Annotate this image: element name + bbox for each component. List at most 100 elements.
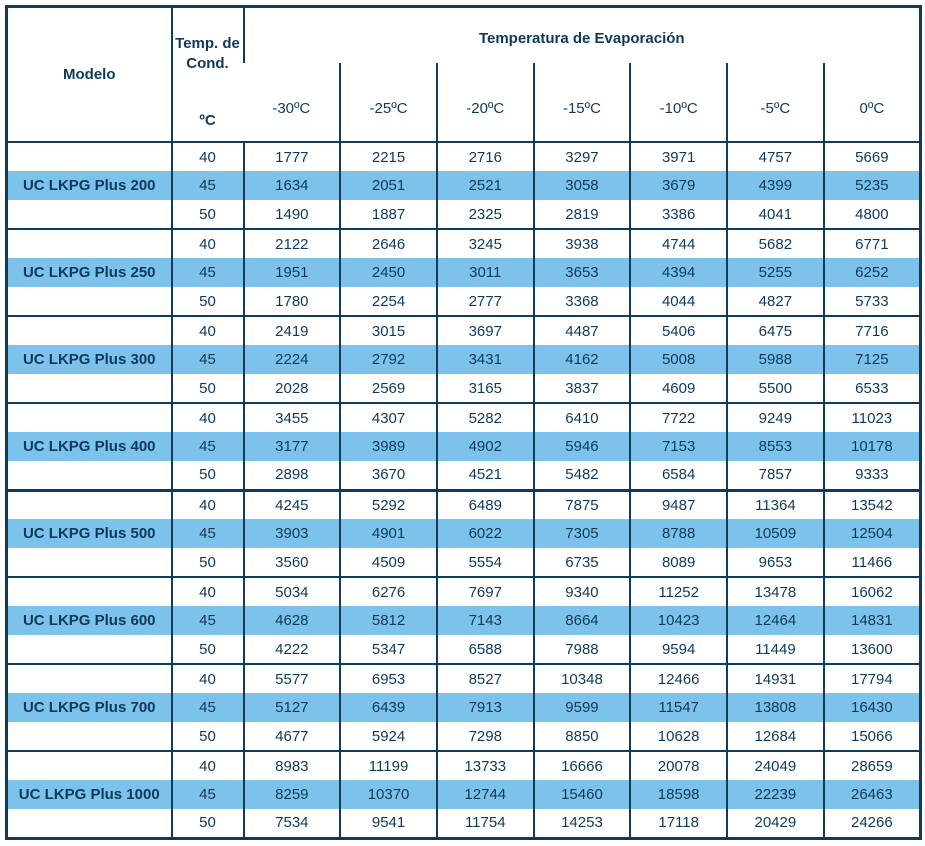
capacity-value: 9333	[822, 461, 921, 490]
capacity-value: 12466	[629, 663, 728, 693]
capacity-value: 10370	[339, 780, 437, 809]
capacity-value: 5946	[532, 432, 631, 461]
cond-temp-value: 40	[170, 142, 244, 171]
model-name: UC LKPG Plus 600	[6, 606, 172, 635]
model-column-header: Modelo	[6, 6, 172, 143]
capacity-value: 3938	[532, 228, 631, 258]
model-cell-empty	[6, 315, 172, 345]
capacity-value: 4901	[339, 519, 437, 548]
capacity-value: 9594	[629, 635, 728, 664]
capacity-value: 2819	[532, 200, 631, 229]
capacity-value: 14831	[822, 606, 921, 635]
capacity-value: 8089	[629, 548, 728, 577]
model-name: UC LKPG Plus 500	[6, 519, 172, 548]
capacity-value: 5347	[339, 635, 437, 664]
table-row: 50 4677 5924 7298 8850 10628 12684 15066	[7, 722, 921, 751]
capacity-value: 20078	[629, 750, 728, 780]
cond-temp-value: 40	[170, 315, 244, 345]
capacity-value: 3177	[242, 432, 341, 461]
capacity-value: 6489	[435, 488, 534, 519]
capacity-value: 2716	[435, 142, 534, 171]
capacity-value: 14253	[532, 809, 631, 838]
model-cell-empty	[7, 461, 172, 490]
cond-temp-value: 45	[170, 519, 244, 548]
capacity-value: 24266	[822, 809, 921, 838]
capacity-value: 7716	[822, 315, 921, 345]
capacity-value: 5500	[726, 374, 824, 403]
capacity-value: 3560	[242, 548, 341, 577]
capacity-value: 3011	[435, 258, 534, 287]
capacity-value: 3697	[435, 315, 534, 345]
table-row: 40 5034 6276 7697 9340 11252 13478 16062	[6, 576, 921, 606]
capacity-value: 5682	[726, 228, 824, 258]
table-row: 40 1777 2215 2716 3297 3971 4757 5669	[7, 142, 921, 171]
cond-unit: ºC	[199, 111, 216, 129]
model-name: UC LKPG Plus 1000	[6, 780, 172, 809]
evap-column-header: -5ºC	[726, 62, 824, 144]
capacity-value: 7722	[629, 402, 728, 432]
capacity-value: 13542	[822, 488, 921, 519]
capacity-value: 4162	[532, 345, 631, 374]
capacity-value: 5482	[532, 461, 631, 490]
model-cell-empty	[7, 635, 172, 664]
capacity-value: 4399	[726, 171, 824, 200]
evap-column-header: -25ºC	[339, 62, 437, 144]
cond-temp-value: 40	[170, 402, 244, 432]
cond-label-line2: Cond.	[186, 55, 229, 73]
evap-column-header: -20ºC	[435, 62, 534, 144]
evap-column-header: -15ºC	[532, 62, 631, 144]
capacity-value: 3679	[629, 171, 728, 200]
capacity-value: 8664	[532, 606, 631, 635]
capacity-value: 13478	[726, 576, 824, 606]
capacity-value: 2122	[242, 228, 341, 258]
capacity-value: 6276	[339, 576, 437, 606]
table-row: 50 4222 5347 6588 7988 9594 11449 13600	[7, 635, 921, 664]
capacity-value: 10348	[532, 663, 631, 693]
capacity-value: 7988	[532, 635, 631, 664]
capacity-value: 6735	[532, 548, 631, 577]
cond-temp-value: 45	[170, 258, 244, 287]
capacity-value: 2898	[242, 461, 341, 490]
capacity-value: 2450	[339, 258, 437, 287]
model-name: UC LKPG Plus 250	[6, 258, 172, 287]
capacity-value: 5406	[629, 315, 728, 345]
capacity-value: 10423	[629, 606, 728, 635]
capacity-value: 5577	[242, 663, 341, 693]
model-cell-empty	[7, 809, 172, 838]
capacity-value: 4487	[532, 315, 631, 345]
capacity-value: 9599	[532, 693, 631, 722]
model-cell-empty	[6, 576, 172, 606]
capacity-value: 5127	[242, 693, 341, 722]
capacity-value: 4509	[339, 548, 437, 577]
evap-title: Temperatura de Evaporación	[242, 6, 921, 63]
table-row: 40 2122 2646 3245 3938 4744 5682 6771	[6, 228, 921, 258]
capacity-value: 7153	[629, 432, 728, 461]
capacity-value: 10509	[726, 519, 824, 548]
cond-header-content: Temp. de Cond. ºC	[174, 8, 243, 140]
capacity-value: 3837	[532, 374, 631, 403]
table-row: 50 2898 3670 4521 5482 6584 7857 9333	[7, 461, 921, 490]
capacity-value: 3903	[242, 519, 341, 548]
capacity-value: 11547	[629, 693, 728, 722]
evap-column-header: 0ºC	[822, 62, 921, 144]
capacity-value: 6439	[339, 693, 437, 722]
capacity-value: 6771	[822, 228, 921, 258]
capacity-value: 8259	[242, 780, 341, 809]
capacity-value: 5554	[435, 548, 534, 577]
capacity-value: 7298	[435, 722, 534, 751]
table-row: 40 5577 6953 8527 10348 12466 14931 17794	[6, 663, 921, 693]
capacity-value: 4245	[242, 488, 341, 519]
capacity-value: 8850	[532, 722, 631, 751]
capacity-value: 4744	[629, 228, 728, 258]
table-row: UC LKPG Plus 700 45 5127 6439 7913 9599 11547 1…	[6, 693, 921, 722]
capacity-value: 4394	[629, 258, 728, 287]
capacity-value: 1887	[339, 200, 437, 229]
capacity-value: 6953	[339, 663, 437, 693]
model-cell-empty	[7, 374, 172, 403]
capacity-value: 5924	[339, 722, 437, 751]
cond-temp-value: 40	[170, 750, 244, 780]
model-cell-empty	[6, 402, 172, 432]
capacity-value: 13600	[822, 635, 921, 664]
capacity-value: 5669	[822, 142, 921, 171]
capacity-value: 6533	[822, 374, 921, 403]
